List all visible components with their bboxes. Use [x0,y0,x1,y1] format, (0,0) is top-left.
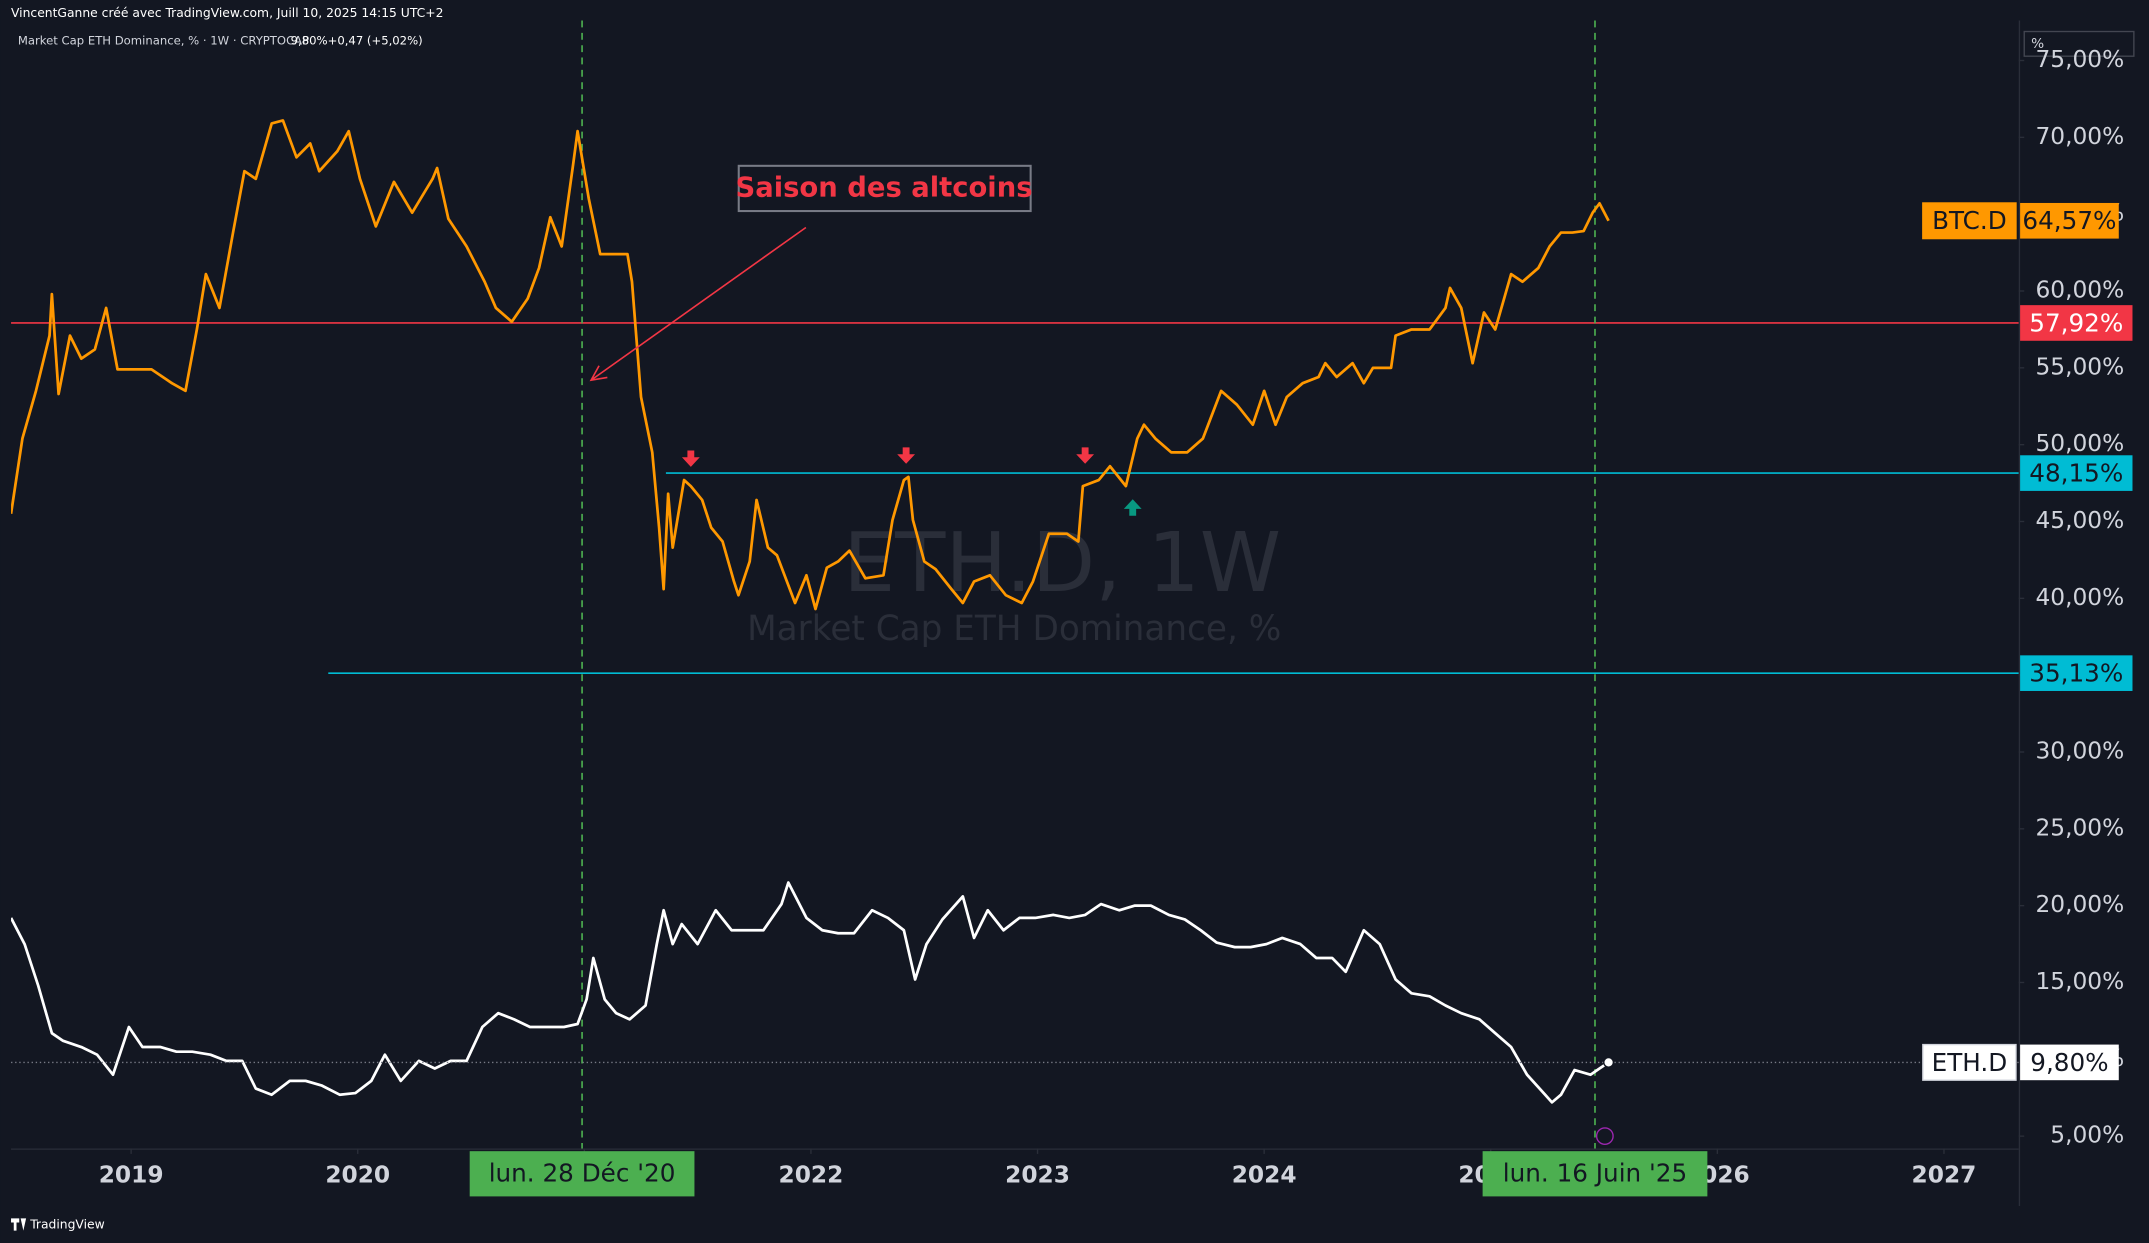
series-value-label: 9,80% [2030,1048,2108,1077]
y-tick-label: 45,00% [2035,507,2124,534]
series-name-box [1922,202,2017,240]
y-tick-label: 25,00% [2035,814,2124,841]
author-line: VincentGanne créé avec TradingView.com, … [11,6,443,20]
y-tick-label: 55,00% [2035,353,2124,380]
series-value-label: 64,57% [2022,206,2116,235]
signal-arrow [1123,499,1142,516]
level-price-box [2020,455,2133,491]
annotation-box [737,164,1032,213]
y-tick-label: 30,00% [2035,737,2124,764]
annotation-arrow [589,226,807,382]
date-label-box [1482,1151,1708,1197]
level-price-label: 35,13% [2029,659,2123,688]
y-tick-label: 75,00% [2035,46,2124,73]
footer: TradingView [29,1218,105,1232]
plot-area [11,20,2019,1149]
x-tick-label: 2022 [779,1161,844,1188]
signal-arrow [681,450,700,467]
event-icon[interactable] [1595,1127,1614,1146]
date-label-box [469,1151,695,1197]
series-value-box [2020,202,2119,239]
series-line [11,119,1610,611]
watermark-subtitle: Market Cap ETH Dominance, % [747,609,1281,649]
x-tick-label: 2024 [1232,1161,1297,1188]
signal-arrow [897,447,916,464]
series-name-box [1922,1043,2017,1081]
level-price-label: 57,92% [2029,308,2123,337]
x-tick-label: 2019 [99,1161,164,1188]
y-tick-label: 40,00% [2035,584,2124,611]
level-price-box [2020,655,2133,691]
level-price-label: 48,15% [2029,458,2123,487]
signal-arrow [1076,447,1095,464]
last-point [1603,1056,1615,1068]
level-price-box [2020,305,2133,341]
series-value-box [2020,1044,2119,1081]
y-tick-label: 5,00% [2050,1122,2124,1149]
series-line [11,881,1610,1104]
x-tick-label: 2020 [325,1161,390,1188]
x-tick-label: 2027 [1912,1161,1977,1188]
watermark-title: ETH.D, 1W [843,516,1281,611]
unit-box[interactable] [2023,30,2135,57]
unit-label: % [2031,36,2044,52]
last-value: 9,80% [291,34,328,48]
date-label: lun. 16 Juin '25 [1503,1158,1687,1187]
series-name: ETH.D [1932,1048,2008,1077]
y-tick-label: 70,00% [2035,123,2124,150]
change: +0,47 (+5,02%) [328,34,423,48]
x-tick-label: 2023 [1005,1161,1070,1188]
y-tick-label: 15,00% [2035,968,2124,995]
date-label: lun. 28 Déc '20 [489,1158,676,1187]
series-name: BTC.D [1932,206,2007,235]
y-tick-label: 60,00% [2035,277,2124,304]
y-tick-label: 50,00% [2035,430,2124,457]
logo [11,1218,27,1231]
symbol-line: Market Cap ETH Dominance, % · 1W · CRYPT… [18,34,309,48]
annotation-text: Saison des altcoins [736,173,1033,204]
y-tick-label: 20,00% [2035,891,2124,918]
